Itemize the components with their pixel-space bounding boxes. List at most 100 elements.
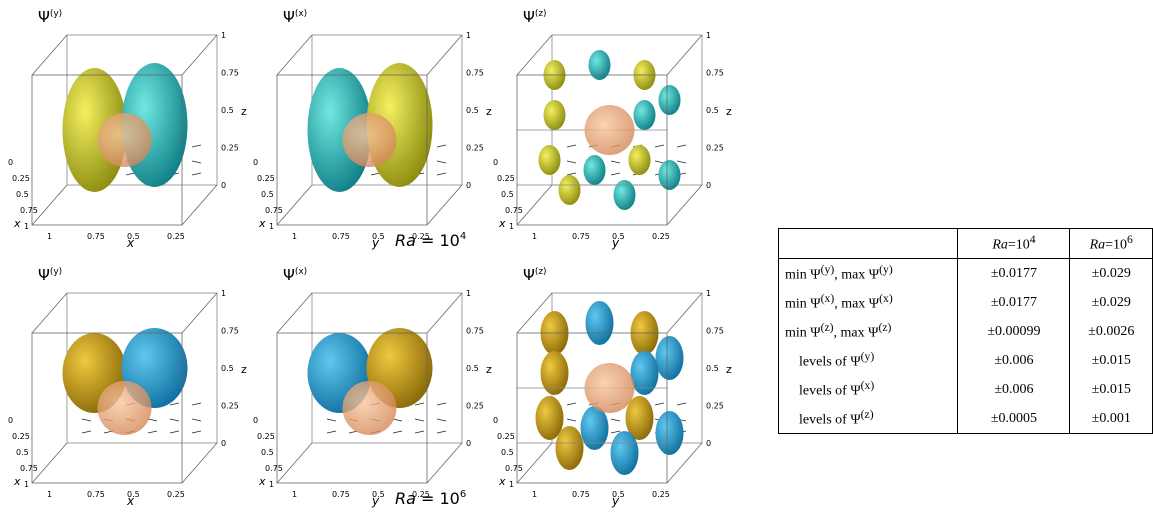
panel-title: Ψ(x) xyxy=(283,266,307,284)
flow-arrow xyxy=(437,403,446,405)
psi: Ψ xyxy=(283,266,295,284)
h-axis-label: x xyxy=(126,236,135,250)
flow-arrow xyxy=(82,419,91,421)
flow-arrow xyxy=(393,419,402,421)
flow-arrow xyxy=(148,419,157,421)
row-label: Ra = 106 xyxy=(395,489,466,508)
psi: Ψ xyxy=(523,266,535,284)
isosurface xyxy=(559,175,581,205)
panel-title: Ψ(x) xyxy=(283,8,307,26)
cube-edge xyxy=(427,443,462,483)
h-tick-label: 1 xyxy=(532,490,537,499)
h-tick-label: 0.75 xyxy=(572,232,590,241)
panel: Ψ(x)00.250.50.751z10.750.50.25y00.250.50… xyxy=(253,8,492,250)
flow-arrow xyxy=(611,431,620,433)
cube-edge xyxy=(32,443,67,483)
h-tick-label: 1 xyxy=(532,232,537,241)
z-tick-label: 1 xyxy=(466,289,471,298)
depth-tick-label: 0.5 xyxy=(16,190,29,199)
depth-tick-label: 0 xyxy=(253,158,258,167)
isosurface xyxy=(589,50,611,80)
psi: Ψ xyxy=(523,8,535,26)
depth-axis-label: x xyxy=(498,475,506,488)
h-tick-label: 0.25 xyxy=(167,232,185,241)
superscript: (x) xyxy=(295,9,307,19)
depth-tick-label: 0.5 xyxy=(261,190,274,199)
isosurface xyxy=(656,336,684,380)
flow-arrow xyxy=(437,419,446,421)
header-row: Ra=104Ra=106 xyxy=(779,229,1153,259)
value-cell: ±0.0026 xyxy=(1070,317,1153,346)
panel: Ψ(z)00.250.50.751z10.750.50.25y00.250.50… xyxy=(493,8,732,250)
value-cell: ±0.0177 xyxy=(958,259,1070,289)
h-axis-label: y xyxy=(611,494,620,508)
depth-axis-label: x xyxy=(258,217,266,230)
ra-eq: = 10 xyxy=(416,231,460,250)
table-row: min Ψ(x), max Ψ(x)±0.0177±0.029 xyxy=(779,288,1153,317)
h-axis-label: y xyxy=(371,494,380,508)
flow-arrow xyxy=(126,173,135,175)
sphere xyxy=(98,113,152,167)
depth-tick-label: 0.75 xyxy=(265,464,283,473)
depth-axis-label: x xyxy=(13,475,21,488)
h-axis-label: x xyxy=(126,494,135,508)
ra-exp: 4 xyxy=(460,231,466,242)
z-tick-label: 0 xyxy=(706,439,711,448)
superscript: (z) xyxy=(861,408,874,421)
superscript: (z) xyxy=(535,9,547,19)
label-text: , max Ψ xyxy=(834,326,879,341)
flow-arrow xyxy=(677,145,686,147)
label-text: levels of Ψ xyxy=(799,355,861,370)
column-header: Ra=104 xyxy=(958,229,1070,259)
z-tick-label: 0.25 xyxy=(466,144,484,153)
depth-tick-label: 0.25 xyxy=(12,174,30,183)
flow-arrow xyxy=(567,419,576,421)
isosurface xyxy=(614,180,636,210)
row-label: min Ψ(y), max Ψ(y) xyxy=(779,259,958,289)
depth-tick-label: 0.75 xyxy=(265,206,283,215)
depth-tick-label: 0.75 xyxy=(20,206,38,215)
cube-edge xyxy=(182,443,217,483)
flow-arrow xyxy=(192,403,201,405)
z-tick-label: 0 xyxy=(221,181,226,190)
z-axis-label: z xyxy=(726,363,732,376)
z-axis-label: z xyxy=(241,363,247,376)
flow-arrow xyxy=(170,419,179,421)
z-tick-label: 1 xyxy=(221,289,226,298)
panel-title: Ψ(z) xyxy=(523,8,547,26)
cube-edge xyxy=(182,293,217,333)
page: Ψ(y) 0 0.25 0.5 0.75 1 z 1 0.75 0.5 0.25 x 0 0.25 0.5 0… xyxy=(0,0,1153,512)
ra-eq: =10 xyxy=(1008,238,1030,253)
row-label: min Ψ(x), max Ψ(x) xyxy=(779,288,958,317)
flow-arrow xyxy=(415,431,424,433)
h-tick-label: 1 xyxy=(292,490,297,499)
z-tick-label: 0.75 xyxy=(706,69,724,78)
flow-arrow xyxy=(393,431,402,433)
value-cell: ±0.006 xyxy=(958,375,1070,404)
cube-edge xyxy=(427,35,462,75)
z-tick-label: 1 xyxy=(221,31,226,40)
column-header: Ra=106 xyxy=(1070,229,1153,259)
z-tick-label: 0.5 xyxy=(706,106,719,115)
label-text: min Ψ xyxy=(785,268,821,283)
row-label: levels of Ψ(y) xyxy=(779,346,958,375)
h-tick-label: 1 xyxy=(47,232,52,241)
depth-tick-label: 1 xyxy=(269,222,274,231)
value-cell: ±0.0005 xyxy=(958,404,1070,434)
cube-edge xyxy=(517,443,552,483)
depth-tick-label: 0 xyxy=(253,416,258,425)
panel-title: Ψ(y) xyxy=(38,266,62,284)
flow-arrow xyxy=(611,173,620,175)
depth-tick-label: 0.25 xyxy=(497,174,515,183)
depth-tick-label: 0 xyxy=(8,416,13,425)
cube-edge xyxy=(32,185,67,225)
panel: Ψ(y)00.250.50.751z10.750.50.25x00.250.50… xyxy=(8,8,247,250)
value-cell: ±0.0177 xyxy=(958,288,1070,317)
flow-arrow xyxy=(327,431,336,433)
ra-exp: 6 xyxy=(460,489,466,500)
depth-tick-label: 1 xyxy=(269,480,274,489)
z-tick-label: 0.25 xyxy=(466,402,484,411)
depth-axis-label: x xyxy=(498,217,506,230)
superscript: (z) xyxy=(878,321,891,334)
cube-edge xyxy=(517,185,552,225)
